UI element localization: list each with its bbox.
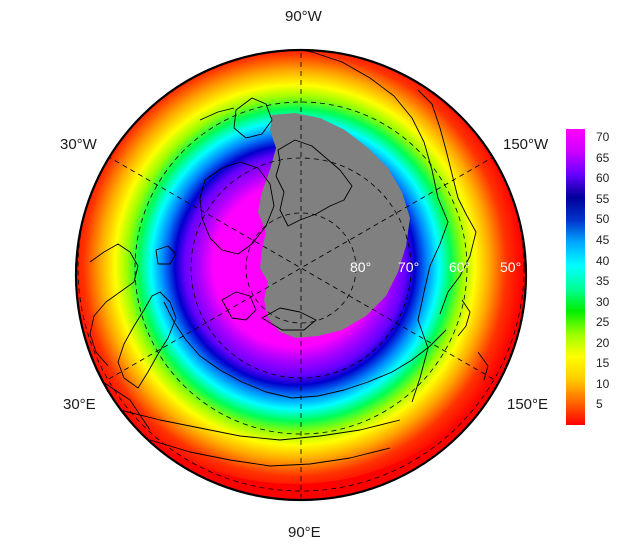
latitude-label-70: 70° <box>398 259 420 275</box>
europe-coast <box>89 243 139 367</box>
latitude-circle-60 <box>134 101 468 435</box>
north-america-coast <box>189 50 449 403</box>
latitude-label-50: 50° <box>500 259 522 275</box>
meridian-30w-150e <box>106 155 496 381</box>
meridian-150w-30e <box>106 155 496 381</box>
coastlines <box>89 50 489 467</box>
canadian-archipelago-coast <box>275 139 353 227</box>
colorbar-tick-label: 30 <box>596 294 610 309</box>
colorbar-tick-label: 70 <box>596 130 610 145</box>
colorbar-tick-label: 50 <box>596 212 610 227</box>
colorbar-tick-label: 20 <box>596 335 610 350</box>
colorbar <box>566 129 585 425</box>
scandinavia-coast <box>117 291 177 389</box>
colorbar-tick-label: 40 <box>596 253 610 268</box>
missing-data-region <box>258 113 410 338</box>
latitude-circle-50 <box>77 50 525 492</box>
graticule <box>77 50 525 498</box>
longitude-label-upper-right: 150°W <box>503 136 549 153</box>
colorbar-tick-label: 5 <box>596 397 603 412</box>
alaska-coast <box>417 89 477 315</box>
colorbar-tick-label: 15 <box>596 356 610 371</box>
longitude-label-bottom: 90°E <box>288 524 321 541</box>
longitude-label-lower-right: 150°E <box>507 396 549 413</box>
latitude-circle-80 <box>245 212 357 324</box>
svalbard-novaya-coast <box>221 291 317 331</box>
longitude-label-lower-left: 30°E <box>63 396 96 413</box>
latitude-label-60: 60° <box>449 259 471 275</box>
colorbar-tick-label: 10 <box>596 376 610 391</box>
colorbar-tick-label: 25 <box>596 315 610 330</box>
colorbar-tick-label: 35 <box>596 274 610 289</box>
hudson-bay-coast <box>233 97 273 139</box>
colorbar-tick-label: 60 <box>596 171 610 186</box>
asia-interior-borders <box>99 379 401 467</box>
colorbar-tick-label: 45 <box>596 233 610 247</box>
iceland-coast <box>155 245 177 265</box>
latitude-label-80: 80° <box>350 259 372 275</box>
pacific-islands-coast <box>457 299 489 381</box>
greenland-coast <box>199 161 275 255</box>
longitude-label-upper-left: 30°W <box>60 136 97 153</box>
longitude-label-top: 90°W <box>285 8 322 25</box>
colorbar-tick-label: 65 <box>596 150 610 165</box>
colorbar-tick-label: 55 <box>596 191 610 206</box>
map-outline <box>74 48 528 502</box>
siberia-coast <box>163 301 447 399</box>
